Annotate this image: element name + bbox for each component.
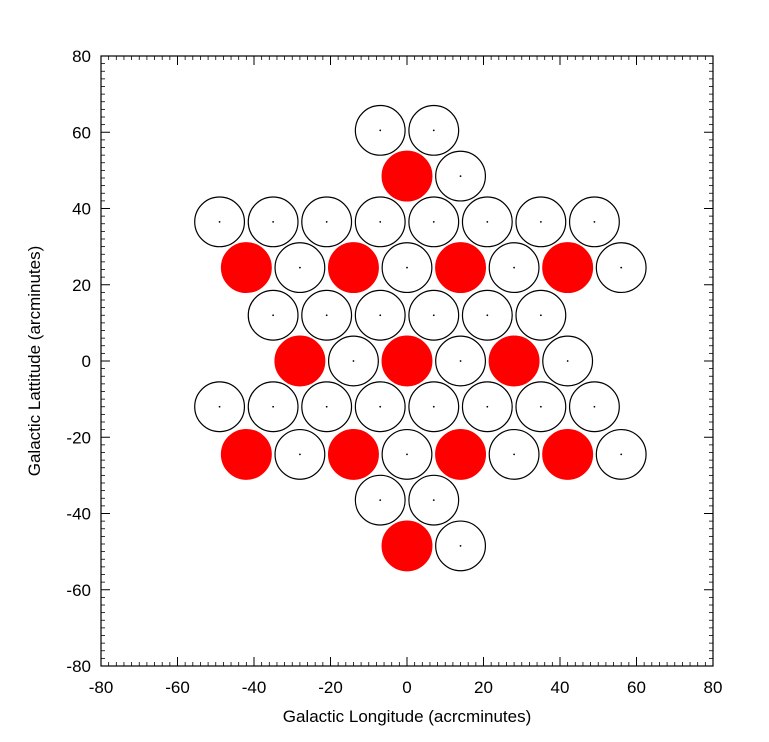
center-dot-marker xyxy=(620,453,623,456)
x-tick-label: -60 xyxy=(165,678,190,697)
filled-circle-marker xyxy=(381,520,433,572)
x-tick-label: 40 xyxy=(551,678,570,697)
center-dot-marker xyxy=(379,499,382,502)
center-dot-marker xyxy=(513,453,515,456)
center-dot-marker xyxy=(379,314,382,317)
filled-circle-marker xyxy=(274,335,326,387)
filled-circle-marker xyxy=(542,428,594,480)
x-tick-label: -20 xyxy=(318,678,343,697)
center-dot-marker xyxy=(218,405,221,408)
y-tick-label: -20 xyxy=(66,428,91,447)
center-dot-marker xyxy=(539,405,542,408)
center-dot-marker xyxy=(459,545,462,547)
x-tick-label: -80 xyxy=(89,678,114,697)
center-dot-marker xyxy=(432,314,435,317)
center-dot-marker xyxy=(325,220,328,223)
center-dot-marker xyxy=(406,266,408,269)
center-dot-marker xyxy=(272,405,275,408)
center-dot-marker xyxy=(432,499,435,502)
center-dot-marker xyxy=(325,405,328,408)
y-tick-label: -60 xyxy=(66,581,91,600)
center-dot-marker xyxy=(379,405,382,408)
center-dot-marker xyxy=(379,220,382,223)
center-dot-marker xyxy=(272,314,275,317)
y-tick-label: -80 xyxy=(66,657,91,676)
center-dot-marker xyxy=(459,175,462,177)
filled-circle-marker xyxy=(220,242,272,294)
y-tick-labels: -80 -60 -40 -20 0 20 40 60 80 xyxy=(66,47,91,676)
center-dot-marker xyxy=(486,314,489,317)
y-axis-label: Galactic Lattitude (arcminutes) xyxy=(25,246,44,477)
filled-circle-marker xyxy=(488,335,540,387)
x-tick-label: 80 xyxy=(704,678,723,697)
x-tick-label: 0 xyxy=(402,678,411,697)
plot-frame xyxy=(100,55,714,667)
filled-circle-marker xyxy=(435,428,487,480)
center-dot-marker xyxy=(406,453,408,456)
center-dot-marker xyxy=(432,129,435,132)
center-dot-marker xyxy=(486,220,489,223)
center-dot-marker xyxy=(272,220,275,223)
y-tick-label: -40 xyxy=(66,505,91,524)
center-dot-marker xyxy=(486,405,489,408)
x-tick-label: 60 xyxy=(627,678,646,697)
center-dot-marker xyxy=(325,314,328,317)
center-dot-marker xyxy=(539,220,542,223)
center-dot-marker xyxy=(218,220,221,223)
center-dot-marker xyxy=(432,405,435,408)
center-dot-marker xyxy=(379,129,382,132)
filled-circle-marker xyxy=(327,242,379,294)
filled-circle-marker xyxy=(381,335,433,387)
markers xyxy=(194,104,647,572)
y-tick-label: 20 xyxy=(72,276,91,295)
center-dot-marker xyxy=(593,220,596,223)
x-tick-labels: -80 -60 -40 -20 0 20 40 60 80 xyxy=(89,678,723,697)
center-dot-marker xyxy=(352,360,355,362)
center-dot-marker xyxy=(539,314,542,317)
minor-ticks xyxy=(101,56,713,666)
center-dot-marker xyxy=(620,266,623,269)
filled-circle-marker xyxy=(381,150,433,202)
x-axis-label: Galactic Longitude (acrcminutes) xyxy=(283,707,532,726)
center-dot-marker xyxy=(299,453,301,456)
center-dot-marker xyxy=(432,220,435,223)
filled-circle-marker xyxy=(542,242,594,294)
center-dot-marker xyxy=(459,360,462,362)
center-dot-marker xyxy=(299,266,301,269)
y-tick-label: 40 xyxy=(72,200,91,219)
x-tick-label: -40 xyxy=(242,678,267,697)
center-dot-marker xyxy=(513,266,515,269)
center-dot-marker xyxy=(593,405,596,408)
filled-circle-marker xyxy=(435,242,487,294)
filled-circle-marker xyxy=(327,428,379,480)
x-tick-label: 20 xyxy=(474,678,493,697)
filled-circle-marker xyxy=(220,428,272,480)
center-dot-marker xyxy=(566,360,569,362)
y-tick-label: 80 xyxy=(72,47,91,66)
y-tick-label: 0 xyxy=(82,352,91,371)
y-tick-label: 60 xyxy=(72,123,91,142)
